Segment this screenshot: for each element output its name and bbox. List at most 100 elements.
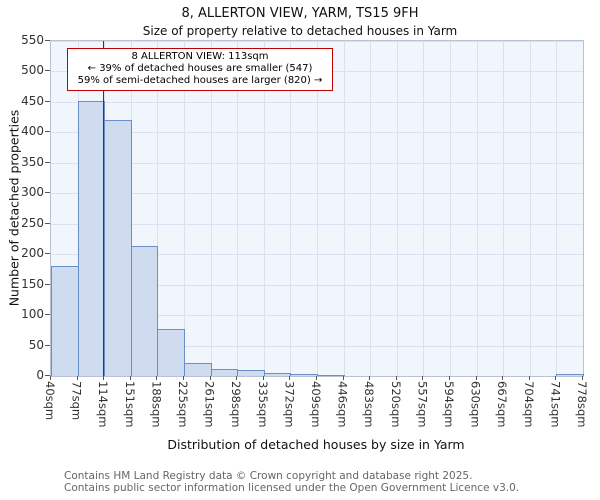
x-gridline [210, 41, 212, 376]
y-tick-label: 450 [21, 93, 44, 108]
x-tick-label: 630sqm [468, 381, 483, 428]
x-tick-mark [502, 376, 504, 380]
y-tick-label: 50 [28, 337, 44, 352]
x-tick-label: 704sqm [521, 381, 536, 428]
x-gridline [290, 41, 292, 376]
property-size-marker-line [102, 41, 105, 376]
histogram-bar [210, 368, 239, 376]
x-tick-label: 77sqm [69, 381, 84, 421]
y-tick-label: 250 [21, 215, 44, 230]
footer-line-2: Contains public sector information licen… [64, 482, 520, 494]
y-tick-mark [45, 253, 50, 255]
y-tick-label: 300 [21, 185, 44, 200]
chart-title: 8, ALLERTON VIEW, YARM, TS15 9FH [181, 6, 419, 21]
footer-line-1: Contains HM Land Registry data © Crown c… [64, 470, 473, 482]
y-tick-mark [45, 40, 50, 41]
x-tick-mark [528, 376, 530, 380]
x-gridline [370, 41, 372, 376]
x-tick-mark [209, 376, 211, 380]
x-gridline [396, 41, 398, 376]
x-tick-mark [129, 376, 131, 380]
x-tick-label: 225sqm [176, 381, 190, 428]
y-tick-label: 500 [21, 63, 44, 78]
x-gridline [157, 41, 159, 376]
x-tick-label: 335sqm [255, 381, 270, 428]
x-gridline [556, 41, 558, 376]
x-tick-label: 151sqm [122, 381, 137, 428]
x-gridline [263, 41, 265, 376]
y-tick-label: 200 [21, 246, 44, 261]
x-tick-mark [289, 376, 291, 380]
y-tick-label: 0 [36, 368, 44, 382]
y-tick-label: 550 [21, 33, 44, 47]
x-tick-label: 667sqm [495, 381, 510, 428]
histogram-bar [184, 362, 212, 376]
x-tick-mark [582, 376, 583, 380]
x-tick-label: 594sqm [442, 381, 456, 428]
x-tick-mark [50, 376, 51, 380]
annotation-line-2: ← 39% of detached houses are smaller (54… [87, 63, 313, 74]
x-tick-label: 114sqm [96, 381, 111, 428]
x-tick-label: 40sqm [43, 381, 57, 421]
y-tick-label: 150 [21, 276, 44, 291]
annotation-box: 8 ALLERTON VIEW: 113sqm ← 39% of detache… [67, 48, 333, 91]
x-tick-mark [555, 376, 557, 380]
histogram-bar [263, 372, 292, 376]
x-tick-mark [316, 376, 317, 380]
x-tick-label: 778sqm [575, 381, 589, 428]
y-tick-mark [45, 344, 50, 346]
x-tick-label: 261sqm [202, 381, 217, 428]
histogram-bar [104, 120, 132, 376]
x-tick-mark [475, 376, 477, 380]
histogram-bar [130, 246, 159, 376]
chart-subtitle: Size of property relative to detached ho… [142, 24, 458, 38]
x-tick-label: 409sqm [309, 381, 323, 428]
y-tick-mark [45, 161, 50, 163]
y-tick-mark [45, 375, 50, 376]
x-gridline [237, 41, 239, 376]
x-tick-mark [262, 376, 264, 380]
histogram-bar [317, 374, 345, 376]
x-gridline [423, 41, 425, 376]
x-gridline [317, 41, 318, 376]
y-tick-mark [45, 314, 50, 316]
x-tick-label: 520sqm [388, 381, 403, 428]
y-tick-label: 100 [21, 307, 44, 322]
y-tick-mark [45, 70, 50, 72]
x-tick-mark [369, 376, 371, 380]
x-gridline [503, 41, 505, 376]
plot-area: 8 ALLERTON VIEW: 113sqm ← 39% of detache… [50, 40, 584, 377]
x-gridline [450, 41, 451, 376]
x-tick-label: 741sqm [548, 381, 563, 428]
x-axis-label: Distribution of detached houses by size … [167, 437, 465, 452]
x-tick-mark [76, 376, 78, 380]
x-tick-label: 188sqm [149, 381, 164, 428]
y-tick-mark [45, 283, 50, 285]
x-gridline [184, 41, 185, 376]
x-tick-label: 372sqm [282, 381, 297, 428]
annotation-line-3: 59% of semi-detached houses are larger (… [77, 75, 323, 86]
y-axis-label: Number of detached properties [6, 109, 22, 307]
y-tick-label: 400 [21, 124, 44, 139]
x-tick-mark [422, 376, 424, 380]
y-tick-mark [45, 100, 50, 102]
histogram-bar [51, 266, 79, 376]
histogram-bar [237, 369, 265, 376]
x-tick-label: 446sqm [335, 381, 350, 428]
x-tick-label: 557sqm [415, 381, 430, 428]
y-tick-label: 350 [21, 154, 44, 169]
x-tick-mark [395, 376, 397, 380]
attribution-footer: Contains HM Land Registry data © Crown c… [64, 470, 519, 494]
y-tick-mark [45, 192, 50, 194]
x-tick-mark [103, 376, 105, 380]
x-tick-label: 298sqm [229, 381, 244, 428]
x-tick-mark [236, 376, 238, 380]
x-tick-mark [449, 376, 450, 380]
x-tick-label: 483sqm [362, 381, 377, 428]
y-tick-mark [45, 222, 50, 224]
histogram-bar [157, 328, 185, 376]
x-gridline [343, 41, 345, 376]
x-gridline [529, 41, 531, 376]
y-tick-mark [45, 131, 50, 133]
